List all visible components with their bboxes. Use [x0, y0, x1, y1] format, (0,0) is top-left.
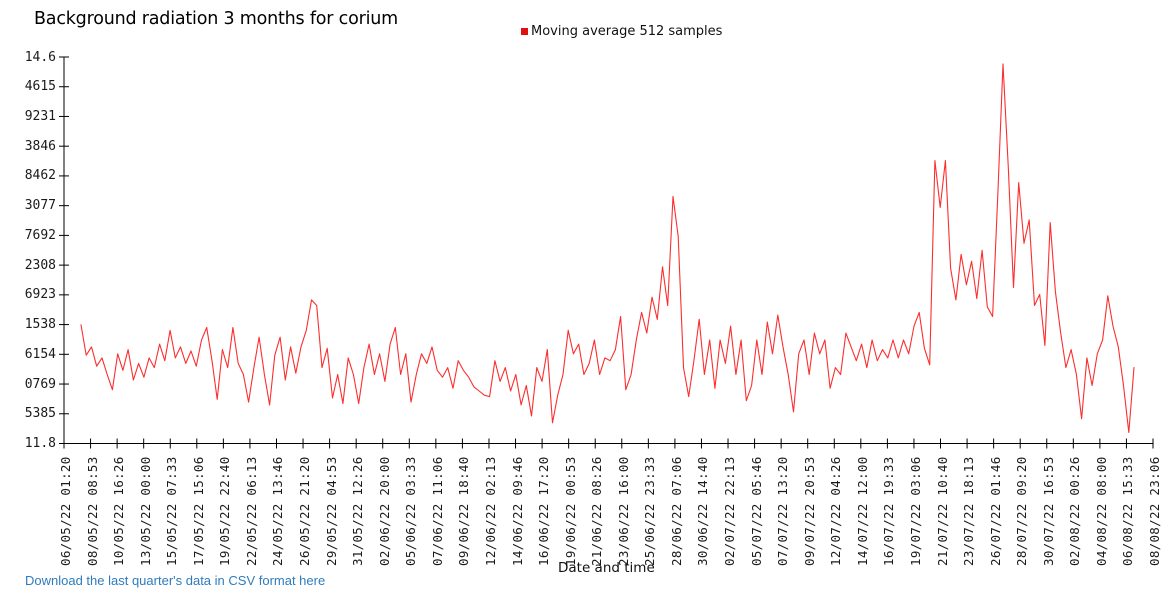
y-tick-label: 8462: [24, 168, 56, 184]
x-tick-label: 23/07/22 18:13: [961, 456, 977, 566]
x-tick-label: 12/07/22 04:26: [828, 456, 844, 566]
x-tick-label: 10/05/22 16:26: [111, 456, 127, 566]
y-tick-label: 6154: [24, 346, 56, 362]
x-tick-label: 23/06/22 16:00: [615, 456, 631, 566]
x-tick-label: 31/05/22 12:26: [350, 456, 366, 566]
x-tick-label: 22/05/22 06:13: [243, 456, 259, 566]
y-tick-label: 11.8: [24, 436, 56, 451]
y-tick-label: 1538: [24, 317, 56, 333]
x-tick-label: 13/05/22 00:00: [137, 456, 153, 566]
x-tick-label: 25/06/22 23:33: [642, 456, 658, 566]
y-tick-label: 14.6: [24, 49, 56, 65]
y-tick-label: 5385: [24, 406, 56, 422]
y-tick-label: 6923: [24, 287, 56, 303]
y-tick-label: 7692: [24, 227, 56, 243]
x-tick-label: 06/08/22 15:33: [1120, 456, 1136, 566]
x-tick-label: 16/06/22 17:20: [536, 456, 552, 566]
legend-marker-square-icon: [521, 28, 528, 35]
axis-lines: [63, 57, 1153, 444]
x-tick-label: 09/06/22 18:40: [456, 456, 472, 566]
x-tick-label: 04/08/22 08:00: [1093, 456, 1109, 566]
y-tick-label: 0769: [24, 376, 56, 392]
x-tick-label: 19/05/22 22:40: [217, 456, 233, 566]
y-tick-label: 2308: [24, 257, 56, 273]
y-tick-label: 3846: [24, 138, 56, 154]
x-axis-title: Date and time: [558, 560, 655, 576]
x-tick-label: 17/05/22 15:06: [190, 456, 206, 566]
x-tick-label: 02/06/22 20:00: [376, 456, 392, 566]
x-tick-label: 29/05/22 04:53: [323, 456, 339, 566]
x-tick-label: 05/06/22 03:33: [403, 456, 419, 566]
legend-label: Moving average 512 samples: [531, 24, 723, 39]
y-tick-label: 3077: [24, 198, 56, 214]
x-tick-label: 08/08/22 23:06: [1147, 456, 1162, 566]
x-tick-label: 09/07/22 20:53: [801, 456, 817, 566]
chart-title: Background radiation 3 months for corium: [34, 9, 398, 29]
x-tick-label: 21/07/22 10:40: [934, 456, 950, 566]
x-tick-label: 08/05/22 08:53: [84, 456, 100, 566]
x-tick-label: 26/05/22 21:20: [297, 456, 313, 566]
x-tick-label: 07/06/22 11:06: [429, 456, 445, 566]
csv-download-link[interactable]: Download the last quarter's data in CSV …: [25, 573, 326, 588]
x-tick-label: 02/07/22 22:13: [722, 456, 738, 566]
x-tick-label: 26/07/22 01:46: [987, 456, 1003, 566]
x-tick-label: 02/08/22 00:26: [1067, 456, 1083, 566]
x-tick-label: 07/07/22 13:20: [775, 456, 791, 566]
x-tick-label: 06/05/22 01:20: [58, 456, 73, 566]
x-tick-label: 19/06/22 00:53: [562, 456, 578, 566]
x-tick-label: 30/06/22 14:40: [695, 456, 711, 566]
x-tick-label: 24/05/22 13:46: [270, 456, 286, 566]
x-tick-label: 16/07/22 19:33: [881, 456, 897, 566]
x-tick-label: 12/06/22 02:13: [482, 456, 498, 566]
y-tick-label: 4615: [24, 79, 56, 95]
y-tick-label: 9231: [24, 108, 56, 124]
x-tick-label: 14/06/22 09:46: [509, 456, 525, 566]
x-tick-label: 14/07/22 12:00: [854, 456, 870, 566]
x-tick-label: 30/07/22 16:53: [1040, 456, 1056, 566]
x-tick-label: 05/07/22 05:46: [748, 456, 764, 566]
x-tick-label: 28/07/22 09:20: [1014, 456, 1030, 566]
moving-average-line: [80, 63, 1135, 434]
x-tick-label: 28/06/22 07:06: [668, 456, 684, 566]
x-tick-label: 15/05/22 07:33: [164, 456, 180, 566]
x-tick-label: 21/06/22 08:26: [589, 456, 605, 566]
x-tick-label: 19/07/22 03:06: [907, 456, 923, 566]
